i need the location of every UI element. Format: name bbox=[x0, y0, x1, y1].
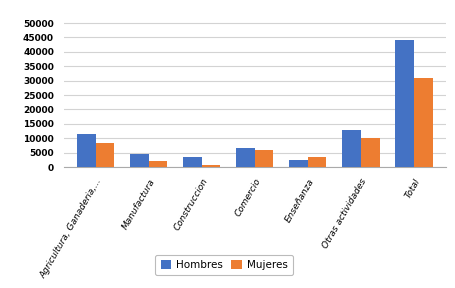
Legend: Hombres, Mujeres: Hombres, Mujeres bbox=[155, 255, 293, 275]
Bar bbox=[96, 143, 114, 167]
Bar bbox=[289, 160, 308, 167]
Bar bbox=[395, 40, 414, 167]
Bar bbox=[343, 130, 361, 167]
Bar bbox=[308, 157, 326, 167]
Bar bbox=[255, 150, 273, 167]
Bar bbox=[236, 148, 255, 167]
Bar bbox=[77, 134, 96, 167]
Bar bbox=[149, 161, 167, 167]
Bar bbox=[361, 138, 379, 167]
Bar bbox=[202, 165, 220, 167]
Bar bbox=[130, 154, 149, 167]
Bar bbox=[183, 157, 202, 167]
Bar bbox=[414, 78, 433, 167]
